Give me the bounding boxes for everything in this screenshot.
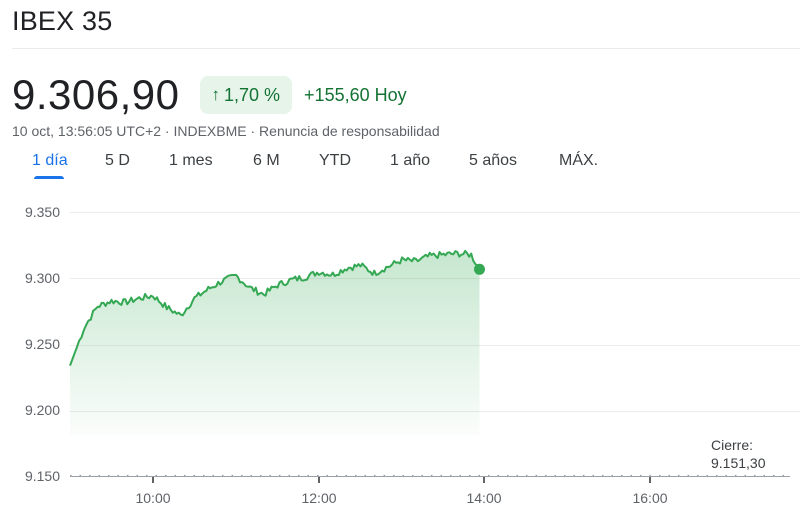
previous-close-label: Cierre: 9.151,30 bbox=[711, 436, 766, 472]
tab-1-dia[interactable]: 1 día bbox=[32, 152, 68, 169]
tab-1-mes[interactable]: 1 mes bbox=[169, 152, 213, 169]
y-tick-label: 9.150 bbox=[24, 468, 60, 484]
previous-close-value: 9.151,30 bbox=[711, 455, 766, 471]
arrow-up-icon: ↑ bbox=[211, 85, 221, 104]
x-tick-label: 16:00 bbox=[632, 490, 668, 506]
tab-5-anos[interactable]: 5 años bbox=[469, 152, 518, 169]
chart-plot bbox=[69, 212, 800, 483]
change-absolute: +155,60 Hoy bbox=[304, 84, 407, 105]
tab-1-ano[interactable]: 1 año bbox=[390, 152, 431, 169]
price-chart[interactable]: 9.350 9.300 9.250 9.200 9.150 bbox=[0, 195, 800, 517]
x-tick-label: 12:00 bbox=[301, 490, 337, 506]
tab-5-d[interactable]: 5 D bbox=[105, 152, 130, 169]
x-tick-label: 14:00 bbox=[466, 490, 502, 506]
change-percent: 1,70 % bbox=[224, 84, 281, 105]
tab-ytd[interactable]: YTD bbox=[319, 152, 351, 169]
active-tab-indicator bbox=[34, 176, 64, 179]
page-title: IBEX 35 bbox=[12, 6, 113, 36]
quote-row: 9.306,90 ↑ 1,70 % +155,60 Hoy bbox=[12, 72, 407, 118]
tab-max[interactable]: MÁX. bbox=[559, 152, 599, 169]
header-divider bbox=[12, 48, 800, 49]
last-price-marker bbox=[474, 263, 485, 275]
x-tick-label: 10:00 bbox=[135, 490, 171, 506]
y-tick-label: 9.300 bbox=[24, 270, 60, 286]
quote-meta: 10 oct, 13:56:05 UTC+2 · INDEXBME · Renu… bbox=[12, 123, 440, 139]
current-price: 9.306,90 bbox=[12, 71, 180, 118]
y-tick-label: 9.200 bbox=[24, 402, 60, 418]
tab-6-m[interactable]: 6 M bbox=[253, 152, 280, 169]
change-percent-badge: ↑ 1,70 % bbox=[199, 76, 293, 114]
previous-close-title: Cierre: bbox=[711, 437, 754, 453]
y-tick-label: 9.350 bbox=[24, 204, 60, 220]
y-tick-label: 9.250 bbox=[24, 336, 60, 352]
